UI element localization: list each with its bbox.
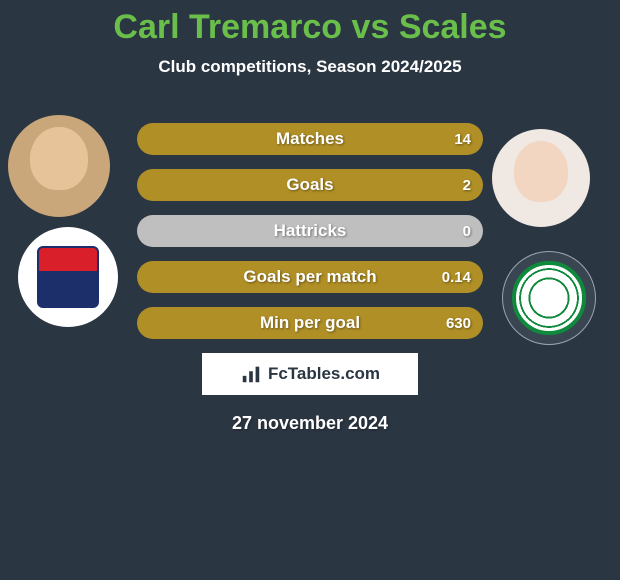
ross-county-crest: [37, 246, 99, 308]
player-right-name: Scales: [399, 8, 507, 46]
subtitle: Club competitions, Season 2024/2025: [0, 57, 620, 77]
celtic-crest: [512, 261, 586, 335]
stat-row: Goals per match0.14: [137, 261, 483, 293]
player-left-avatar: [8, 115, 110, 217]
date-text: 27 november 2024: [0, 413, 620, 434]
stat-value-right: 630: [446, 315, 471, 332]
stat-label: Min per goal: [137, 307, 483, 339]
stat-label: Hattricks: [137, 215, 483, 247]
player-right-face: [514, 141, 569, 202]
club-left-badge: [18, 227, 118, 327]
stat-label: Matches: [137, 123, 483, 155]
stat-value-right: 0: [463, 223, 471, 240]
comparison-panel: Matches14 Goals2 Hattricks0 Goals per match…: [0, 105, 620, 434]
player-left-face: [30, 127, 87, 190]
stats-bars: Matches14 Goals2 Hattricks0 Goals per match…: [137, 105, 483, 339]
page-title: Carl Tremarco vs Scales: [0, 0, 620, 47]
stat-row: Goals2: [137, 169, 483, 201]
stat-row: Matches14: [137, 123, 483, 155]
bar-chart-icon: [240, 363, 262, 385]
fctables-logo: FcTables.com: [202, 353, 418, 395]
stat-label: Goals per match: [137, 261, 483, 293]
logo-text: FcTables.com: [268, 364, 380, 384]
player-right-avatar: [492, 129, 590, 227]
stat-label: Goals: [137, 169, 483, 201]
player-left-name: Carl Tremarco: [113, 8, 342, 46]
stat-value-right: 14: [454, 131, 471, 148]
stat-row: Hattricks0: [137, 215, 483, 247]
vs-text: vs: [352, 8, 390, 46]
stat-value-right: 0.14: [442, 269, 471, 286]
stat-row: Min per goal630: [137, 307, 483, 339]
club-right-badge: [502, 251, 596, 345]
stat-value-right: 2: [463, 177, 471, 194]
